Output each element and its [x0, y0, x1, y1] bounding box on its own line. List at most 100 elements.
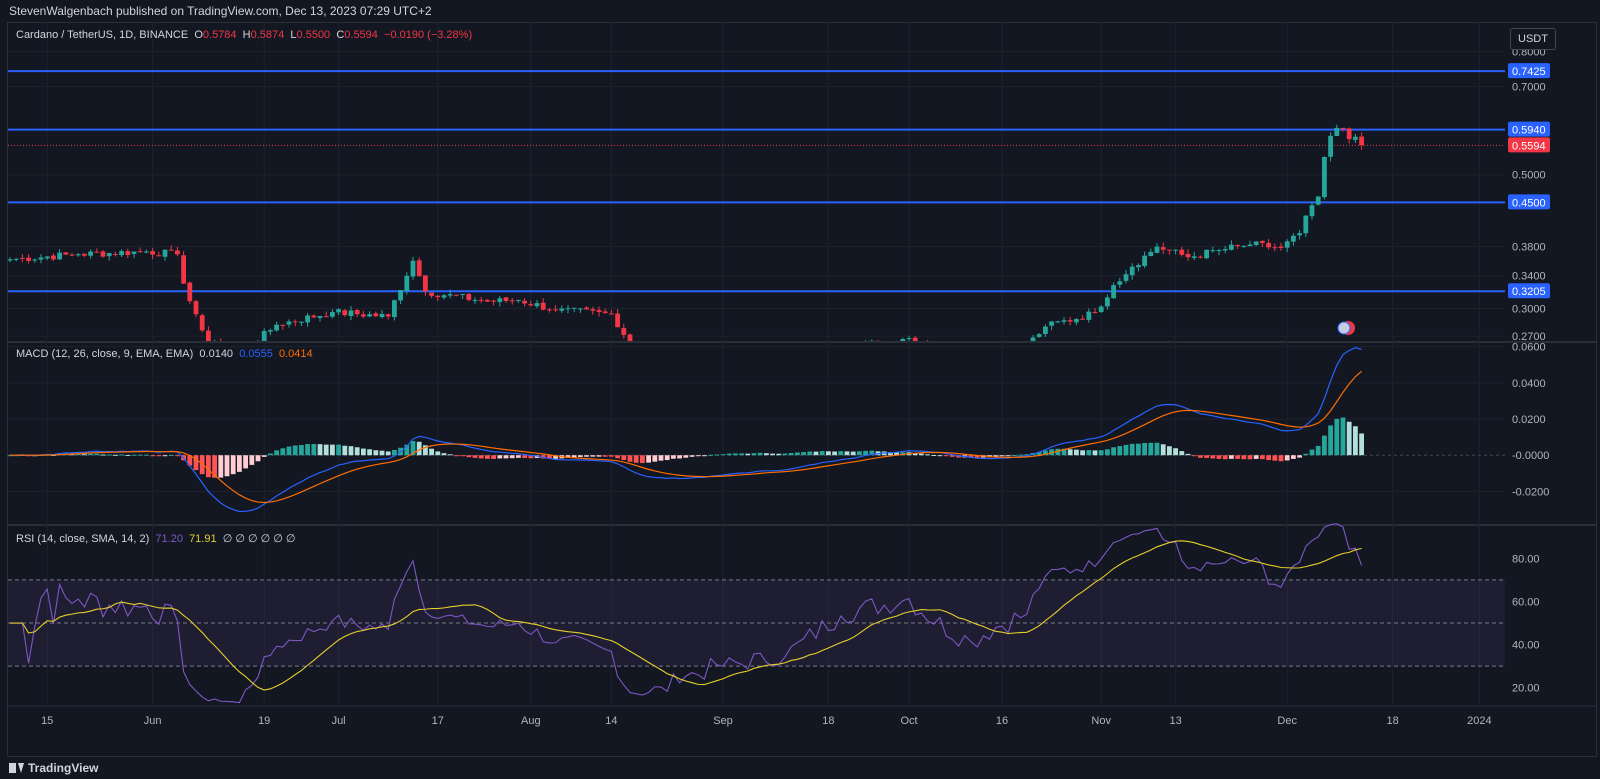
candle-body	[106, 253, 112, 257]
candle-body	[51, 255, 56, 260]
macd-histogram-bar	[472, 455, 478, 458]
close-value: 0.5594	[344, 29, 378, 41]
candle-body	[1185, 253, 1191, 258]
candle-body	[1098, 306, 1104, 312]
candle-body	[783, 360, 788, 361]
price-y-tick-label: 0.2700	[1512, 331, 1546, 343]
macd-histogram-bar	[1359, 433, 1364, 456]
candle-body	[454, 294, 459, 296]
macd-histogram-bar	[404, 444, 410, 456]
price-y-tick-label: 0.3400	[1512, 271, 1546, 283]
macd-histogram-bar	[125, 454, 131, 456]
low-value: 0.5500	[296, 29, 331, 41]
candle-body	[472, 300, 478, 302]
candle-body	[758, 355, 763, 356]
macd-histogram-bar	[336, 444, 341, 456]
candle-body	[137, 251, 143, 253]
macd-histogram-bar	[1160, 444, 1166, 456]
candle-body	[1154, 246, 1160, 253]
macd-histogram-bar	[627, 455, 633, 462]
candle-body	[1191, 256, 1197, 259]
candle-body	[969, 352, 974, 354]
macd-histogram-bar	[739, 453, 744, 456]
candle-body	[286, 321, 292, 325]
macd-histogram-bar	[1067, 449, 1073, 456]
macd-histogram-bar	[7, 455, 13, 457]
candle-body	[32, 259, 38, 261]
candle-body	[280, 324, 286, 326]
macd-title[interactable]: MACD (12, 26, close, 9, EMA, EMA)	[16, 348, 194, 360]
level-price-label: 0.4500	[1512, 197, 1546, 209]
candle-body	[900, 339, 906, 341]
x-tick-label: 14	[605, 715, 617, 727]
high-value: 0.5874	[250, 29, 285, 41]
macd-histogram-bar	[602, 455, 608, 457]
candle-body	[119, 251, 124, 256]
candle-body	[1043, 326, 1048, 335]
candle-body	[795, 356, 800, 358]
macd-histogram-bar	[1253, 455, 1259, 459]
macd-histogram-bar	[720, 454, 726, 456]
candle-body	[367, 314, 372, 317]
currency-button[interactable]: USDT	[1510, 28, 1556, 50]
candle-body	[838, 348, 843, 353]
x-tick-label: Nov	[1091, 715, 1111, 727]
macd-histogram-bar	[1086, 450, 1092, 456]
candle-body	[299, 321, 304, 323]
macd-y-tick-label: -0.0200	[1512, 486, 1549, 498]
candle-body	[814, 352, 819, 355]
candle-body	[311, 315, 317, 318]
candle-body	[1142, 255, 1147, 267]
macd-histogram-bar	[782, 453, 788, 456]
macd-histogram-bar	[193, 455, 199, 471]
candle-body	[323, 316, 329, 318]
tradingview-logo[interactable]: TradingView	[9, 761, 98, 775]
candle-body	[987, 353, 992, 355]
candle-body	[1266, 242, 1271, 248]
candle-body	[1328, 135, 1333, 157]
x-tick-label: 17	[432, 715, 444, 727]
macd-histogram-bar	[553, 455, 558, 459]
macd-histogram-bar	[162, 455, 168, 457]
macd-histogram-bar	[423, 445, 428, 456]
macd-histogram-bar	[292, 445, 298, 456]
macd-histogram-bar	[974, 455, 980, 458]
macd-histogram-bar	[1092, 450, 1098, 456]
macd-histogram-bar	[1284, 455, 1290, 461]
candle-body	[1179, 249, 1185, 255]
macd-histogram-bar	[416, 441, 422, 456]
symbol-title[interactable]: Cardano / TetherUS, 1D, BINANCE	[16, 29, 189, 41]
x-tick-label: 2024	[1467, 715, 1491, 727]
macd-histogram-bar	[1136, 443, 1141, 456]
macd-histogram-bar	[367, 449, 372, 456]
candle-body	[547, 309, 552, 311]
macd-histogram-bar	[144, 454, 149, 456]
level-price-tag	[1508, 121, 1550, 137]
macd-histogram-bar	[1005, 455, 1011, 457]
macd-histogram-bar	[187, 455, 193, 466]
macd-histogram-bar	[497, 455, 503, 459]
candle-body	[634, 343, 639, 346]
rsi-title[interactable]: RSI (14, close, SMA, 14, 2)	[16, 533, 150, 545]
candle-body	[944, 344, 949, 351]
macd-histogram-bar	[658, 455, 664, 461]
macd-histogram-bar	[230, 455, 236, 475]
candle-body	[354, 309, 360, 315]
candle-body	[292, 321, 298, 323]
candle-body	[88, 251, 93, 256]
rsi-y-tick-label: 60.00	[1512, 596, 1540, 608]
x-tick-label: Sep	[713, 715, 733, 727]
candle-body	[1241, 245, 1247, 247]
macd-histogram-bar	[683, 455, 689, 458]
macd-histogram-bar	[757, 452, 763, 456]
macd-histogram-bar	[150, 455, 155, 457]
candle-body	[1309, 205, 1315, 217]
candle-body	[38, 257, 44, 260]
rsi-legend: RSI (14, close, SMA, 14, 2) 71.20 71.91 …	[16, 532, 296, 545]
macd-histogram-bar	[857, 451, 862, 456]
macd-histogram-bar	[317, 444, 323, 456]
candle-body	[441, 295, 447, 298]
candle-body	[113, 253, 118, 255]
macd-histogram-bar	[1340, 417, 1346, 456]
